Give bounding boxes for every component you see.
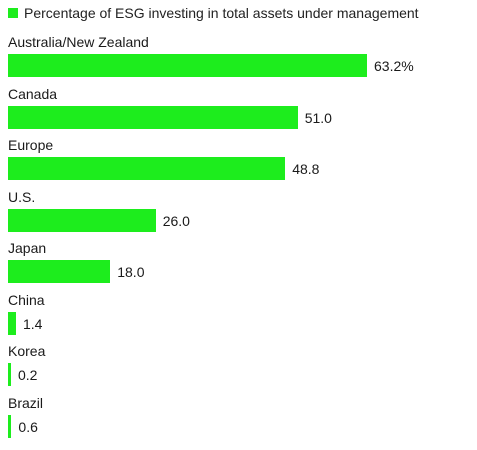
category-label: China — [8, 291, 45, 308]
category-label: Europe — [8, 137, 54, 153]
bar — [8, 260, 111, 283]
value-label: 51.0 — [304, 109, 332, 126]
bar-row: China 1.4 — [8, 292, 468, 338]
category-label: Korea — [8, 343, 46, 359]
bar — [8, 208, 156, 232]
bar — [8, 311, 16, 335]
category-label: Brazil — [8, 394, 44, 411]
bar — [8, 105, 298, 129]
bar — [8, 54, 367, 77]
bar-row: Japan 18.0 — [8, 240, 468, 286]
value-label: 0.2 — [18, 367, 38, 383]
value-label: 1.4 — [22, 315, 43, 332]
bar-row: U.S. 26.0 — [8, 189, 468, 235]
value-label: 63.2% — [374, 58, 414, 74]
value-label: 0.6 — [18, 418, 38, 435]
value-label: 18.0 — [117, 264, 145, 280]
bar-row: Canada 51.0 — [8, 86, 468, 132]
category-label: Australia/New Zealand — [8, 34, 149, 50]
legend-label: Percentage of ESG investing in total ass… — [24, 5, 419, 21]
bar — [8, 414, 12, 438]
bar — [8, 157, 286, 180]
category-label: Japan — [8, 240, 47, 256]
value-label: 26.0 — [162, 212, 190, 229]
legend: Percentage of ESG investing in total ass… — [8, 4, 419, 22]
bar-row: Brazil 0.6 — [8, 395, 468, 441]
bar-row: Korea 0.2 — [8, 343, 468, 389]
legend-swatch — [8, 8, 18, 18]
bar-row: Australia/New Zealand 63.2% — [8, 34, 468, 80]
bar-row: Europe 48.8 — [8, 137, 468, 183]
category-label: Canada — [8, 85, 58, 102]
category-label: U.S. — [8, 188, 36, 205]
bar — [8, 363, 11, 386]
value-label: 48.8 — [292, 161, 320, 177]
